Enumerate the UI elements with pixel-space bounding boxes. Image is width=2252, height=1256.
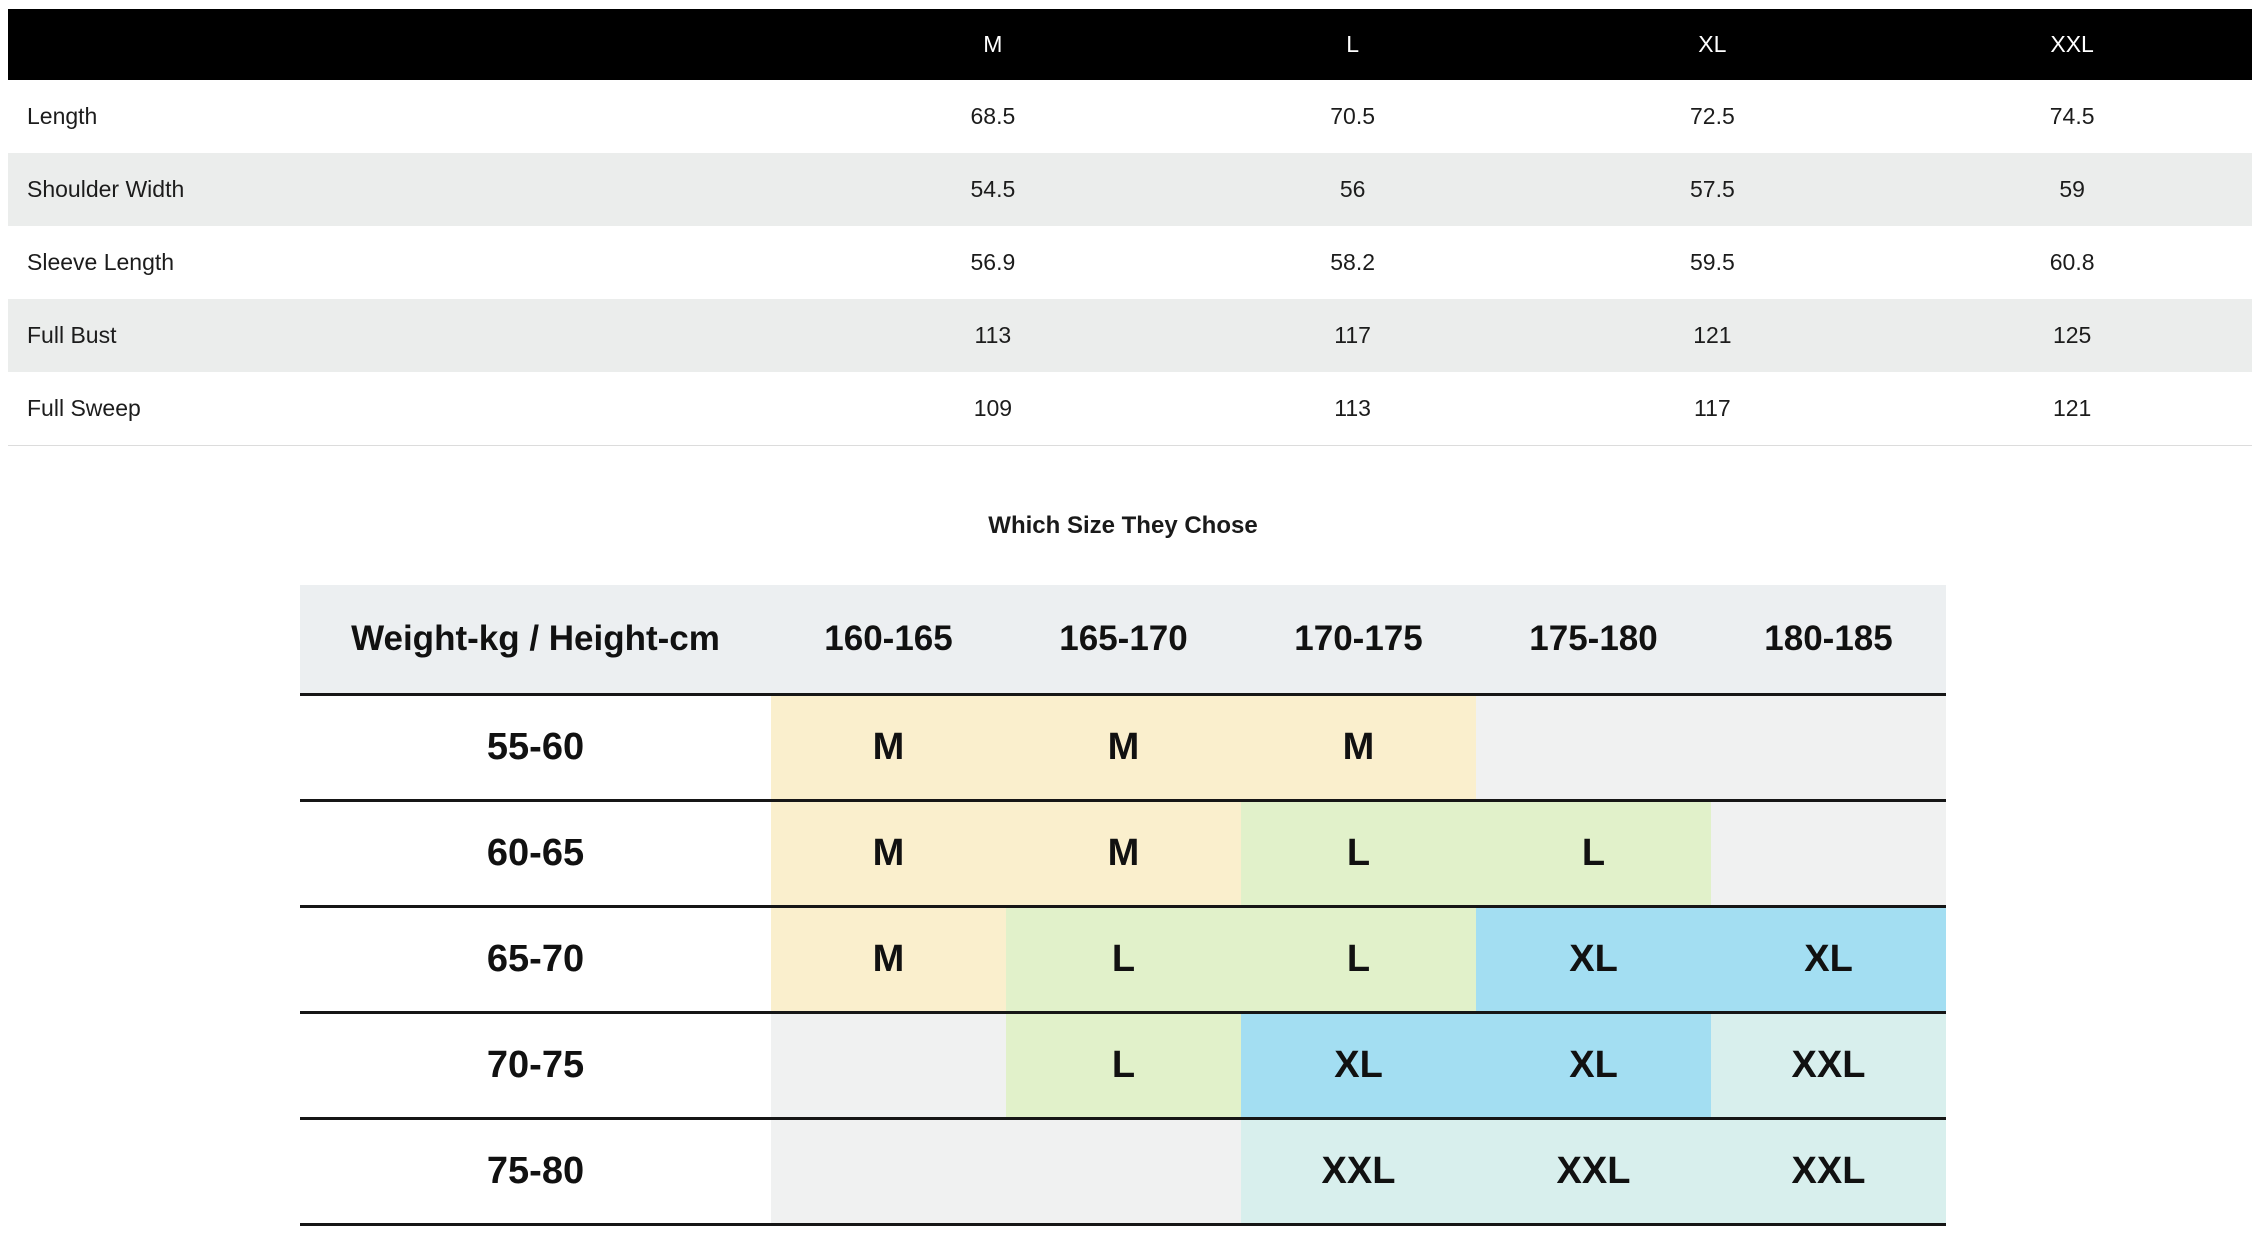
- matrix-cell: XXL: [1711, 1120, 1946, 1223]
- matrix-col-header: 180-185: [1764, 619, 1893, 658]
- matrix-cell: [1476, 696, 1711, 799]
- table-row-sleeve-length: Sleeve Length 56.9 58.2 59.5 60.8: [8, 226, 2252, 299]
- matrix-cell: XL: [1476, 908, 1711, 1011]
- measurement-label: Full Bust: [27, 322, 117, 348]
- matrix-corner-label: Weight-kg / Height-cm: [351, 619, 720, 658]
- measurement-value: 56: [1339, 176, 1366, 202]
- matrix-col-header: 160-165: [824, 619, 953, 658]
- size-chart-header-xl: XL: [1698, 31, 1727, 57]
- measurement-value: 58.2: [1330, 249, 1375, 275]
- measurement-label: Sleeve Length: [27, 249, 175, 275]
- matrix-row-70-75: 70-75 L XL XL XXL: [300, 1011, 1946, 1117]
- matrix-weight-label: 75-80: [300, 1150, 771, 1193]
- matrix-cell: L: [1006, 1014, 1241, 1117]
- matrix-row-75-80: 75-80 XXL XXL XXL: [300, 1117, 1946, 1223]
- measurement-label: Length: [27, 103, 98, 129]
- matrix-weight-label: 65-70: [300, 938, 771, 981]
- measurement-value: 57.5: [1689, 176, 1735, 202]
- measurement-value: 125: [2052, 322, 2092, 348]
- size-chart-header-xxl: XXL: [2050, 31, 2094, 57]
- size-chart-header-l: L: [1346, 31, 1360, 57]
- measurement-value: 59.5: [1689, 249, 1735, 275]
- matrix-header-row: Weight-kg / Height-cm 160-165 165-170 17…: [300, 585, 1946, 693]
- matrix-cell: M: [771, 802, 1006, 905]
- table-row-length: Length 68.5 70.5 72.5 74.5: [8, 80, 2252, 153]
- measurement-value: 68.5: [970, 103, 1016, 129]
- matrix-cell: M: [1006, 696, 1241, 799]
- matrix-cell: XL: [1476, 1014, 1711, 1117]
- matrix-cell: XXL: [1711, 1014, 1946, 1117]
- matrix-weight-label: 60-65: [300, 832, 771, 875]
- measurement-value: 117: [1694, 395, 1731, 421]
- matrix-row-60-65: 60-65 M M L L: [300, 799, 1946, 905]
- matrix-weight-label: 70-75: [300, 1044, 771, 1087]
- measurement-value: 59: [2059, 176, 2085, 202]
- matrix-cell: M: [1006, 802, 1241, 905]
- measurement-value: 117: [1334, 322, 1371, 348]
- matrix-cell: XL: [1711, 908, 1946, 1011]
- matrix-weight-label: 55-60: [300, 726, 771, 769]
- measurement-label: Shoulder Width: [27, 176, 185, 202]
- matrix-cell: L: [1476, 802, 1711, 905]
- measurement-value: 70.5: [1330, 103, 1375, 129]
- measurement-value: 56.9: [970, 249, 1016, 275]
- measurement-value: 113: [1334, 395, 1371, 421]
- table-row-full-bust: Full Bust 113 117 121 125: [8, 299, 2252, 372]
- size-matrix-title: Which Size They Chose: [988, 512, 1258, 539]
- matrix-cell: [1711, 696, 1946, 799]
- matrix-cell: M: [771, 696, 1006, 799]
- size-chart-header-m: M: [983, 31, 1003, 57]
- measurement-value: 109: [973, 395, 1013, 421]
- measurement-label: Full Sweep: [27, 395, 141, 421]
- matrix-cell: L: [1241, 908, 1476, 1011]
- matrix-cell: M: [1241, 696, 1476, 799]
- table-row-full-sweep: Full Sweep 109 113 117 121: [8, 372, 2252, 446]
- matrix-col-header: 175-180: [1529, 619, 1658, 658]
- table-row-shoulder-width: Shoulder Width 54.5 56 57.5 59: [8, 153, 2252, 226]
- matrix-cell: L: [1241, 802, 1476, 905]
- matrix-cell: [771, 1014, 1006, 1117]
- measurement-value: 74.5: [2049, 103, 2095, 129]
- matrix-cell: M: [771, 908, 1006, 1011]
- matrix-cell: [1006, 1120, 1241, 1223]
- matrix-cell: XXL: [1476, 1120, 1711, 1223]
- measurement-value: 121: [2052, 395, 2092, 421]
- matrix-cell: XXL: [1241, 1120, 1476, 1223]
- matrix-cell: [1711, 802, 1946, 905]
- measurement-value: 60.8: [2049, 249, 2095, 275]
- measurement-value: 72.5: [1689, 103, 1735, 129]
- size-chart-table: M L XL XXL Length 68.5 70.5 72.5 74.5 Sh…: [8, 9, 2252, 446]
- matrix-col-header: 165-170: [1059, 619, 1188, 658]
- matrix-row-55-60: 55-60 M M M: [300, 693, 1946, 799]
- matrix-cell: [771, 1120, 1006, 1223]
- matrix-row-65-70: 65-70 M L L XL XL: [300, 905, 1946, 1011]
- size-matrix-table: Weight-kg / Height-cm 160-165 165-170 17…: [300, 585, 1946, 1226]
- measurement-value: 121: [1693, 322, 1732, 348]
- measurement-value: 113: [974, 322, 1012, 348]
- size-chart-header-row: M L XL XXL: [8, 9, 2252, 80]
- matrix-cell: L: [1006, 908, 1241, 1011]
- matrix-cell: XL: [1241, 1014, 1476, 1117]
- measurement-value: 54.5: [970, 176, 1016, 202]
- matrix-col-header: 170-175: [1294, 619, 1423, 658]
